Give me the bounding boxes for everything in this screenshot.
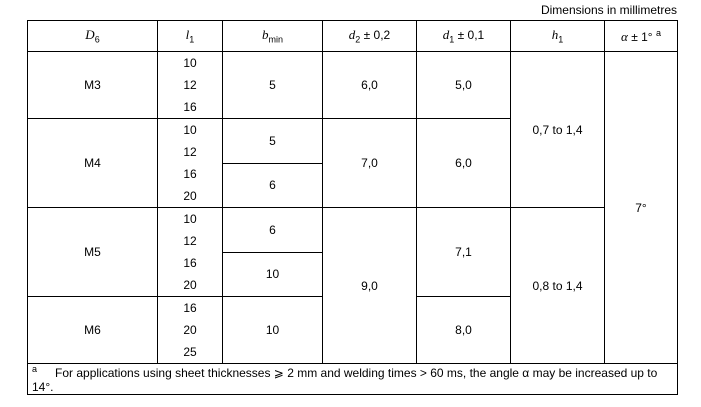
table-row: 16 6 xyxy=(28,162,678,208)
l1-cell: 10 xyxy=(157,51,223,75)
l1-cell: 20 xyxy=(157,185,223,208)
l1-cell: 12 xyxy=(157,141,223,164)
table-row: M5 10 6 9,0 7,1 0,8 to 1,4 xyxy=(27,207,678,364)
table-body: M3 10 5 6,0 5,0 0,7 to 1,4 7° 12 16 M4 10 5 7,0 6,0 12… xyxy=(27,51,678,395)
d1-cell: 6,0 xyxy=(416,118,511,208)
header-cell: D6 xyxy=(27,20,158,52)
table-row: 20 xyxy=(28,274,678,297)
table-row: 20 xyxy=(28,185,678,208)
l1-cell: 20 xyxy=(157,274,223,297)
l1-cell: 12 xyxy=(157,74,223,97)
header-cell: d2 ± 0,2 xyxy=(322,20,417,52)
header-subscript: 2 xyxy=(355,34,361,45)
l1-cell: 20 xyxy=(157,319,223,342)
header-tolerance: ± 0,2 xyxy=(363,28,391,43)
l1-cell: 16 xyxy=(157,96,223,119)
d1-cell: 7,1 xyxy=(416,207,511,297)
header-symbol: D xyxy=(85,27,95,43)
l1-cell: 12 xyxy=(157,230,223,253)
d6-cell: M4 xyxy=(27,118,158,208)
alpha-cell: 7° xyxy=(604,51,678,364)
d1-cell: 5,0 xyxy=(416,51,511,119)
header-symbol: α xyxy=(621,28,628,44)
footnote-marker: a xyxy=(32,364,38,374)
table-row: M3 10 5 6,0 5,0 0,7 to 1,4 7° xyxy=(27,51,678,364)
header-subscript: 1 xyxy=(449,34,455,45)
header-symbol: b xyxy=(261,27,269,43)
l1-cell: 16 xyxy=(157,163,223,186)
b-min-cell: 6 xyxy=(222,207,323,253)
header-note: a xyxy=(655,27,661,38)
b-min-cell: 10 xyxy=(222,251,323,297)
table-row: 25 xyxy=(28,341,678,364)
h1-cell: 0,7 to 1,4 xyxy=(510,51,605,208)
table-row: 20 xyxy=(28,319,678,342)
header-tolerance: ± 0,1 xyxy=(457,28,485,43)
header-subscript: min xyxy=(268,34,283,45)
l1-cell: 10 xyxy=(157,118,223,142)
d2-cell: 7,0 xyxy=(322,118,417,208)
l1-cell: 25 xyxy=(157,341,223,364)
table-row: 12 xyxy=(28,141,678,164)
l1-cell: 16 xyxy=(157,252,223,275)
d2-cell: 9,0 xyxy=(322,207,417,364)
header-tolerance: ± 1° xyxy=(631,29,653,44)
d6-cell: M3 xyxy=(27,51,158,119)
b-min-cell: 6 xyxy=(222,162,323,208)
header-cell: bmin xyxy=(222,20,323,52)
footnote-text: For applications using sheet thicknesses… xyxy=(32,366,658,394)
d6-cell: M6 xyxy=(27,296,158,364)
b-min-cell: 5 xyxy=(222,118,323,164)
header-cell: h1 xyxy=(510,20,605,52)
header-cell: α ± 1° a xyxy=(604,20,678,52)
l1-cell: 10 xyxy=(157,207,223,231)
footnote-cell: a For applications using sheet thicknesse… xyxy=(27,363,678,395)
header-symbol: d xyxy=(442,27,450,43)
l1-cell: 16 xyxy=(157,296,223,320)
table-head: D6 l1 bmin d2 ± 0,2 d1 ± 0,1 h1 α ± 1° a xyxy=(27,20,678,52)
footnote-row: a For applications using sheet thicknesse… xyxy=(27,363,678,395)
header-subscript: 1 xyxy=(558,34,564,45)
h1-cell: 0,8 to 1,4 xyxy=(510,207,605,364)
header-symbol: h xyxy=(551,27,559,43)
header-row: D6 l1 bmin d2 ± 0,2 d1 ± 0,1 h1 α ± 1° a xyxy=(27,20,678,52)
d1-cell: 8,0 xyxy=(416,296,511,364)
dimension-table: D6 l1 bmin d2 ± 0,2 d1 ± 0,1 h1 α ± 1° a M3 10 5… xyxy=(27,20,678,395)
header-subscript: 6 xyxy=(94,34,100,45)
d2-cell: 6,0 xyxy=(322,51,417,119)
header-subscript: 1 xyxy=(189,34,195,45)
header-symbol: d xyxy=(348,27,356,43)
b-min-cell: 10 xyxy=(222,296,323,364)
table-row: M6 16 10 8,0 xyxy=(27,296,678,364)
header-symbol: l xyxy=(185,27,190,43)
table-row: 12 xyxy=(28,74,678,97)
b-min-cell: 5 xyxy=(222,51,323,119)
caption: Dimensions in millimetres xyxy=(540,3,677,17)
table-row: 12 xyxy=(28,230,678,253)
d6-cell: M5 xyxy=(27,207,158,297)
header-cell: d1 ± 0,1 xyxy=(416,20,511,52)
header-cell: l1 xyxy=(157,20,223,52)
